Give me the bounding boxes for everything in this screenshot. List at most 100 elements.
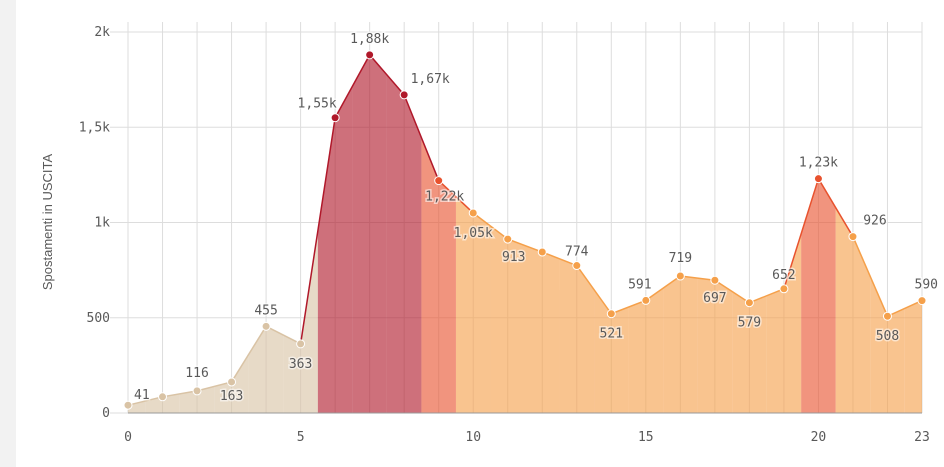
area-slice — [663, 276, 698, 413]
series-line-segment — [369, 54, 405, 96]
area-slice — [128, 400, 146, 413]
data-point — [399, 90, 409, 100]
area-slice — [628, 288, 664, 413]
series-line-segment — [438, 180, 474, 214]
data-point — [434, 176, 444, 186]
data-label: 590 — [915, 278, 938, 293]
data-label: 1,05k — [454, 226, 493, 241]
data-label: 926 — [863, 214, 886, 229]
y-tick-label: 500 — [87, 311, 110, 326]
x-tick-label: 20 — [811, 430, 827, 445]
data-point — [296, 339, 306, 349]
data-label: 1,23k — [799, 156, 838, 171]
area-slice — [594, 289, 629, 413]
data-label: 41 — [134, 388, 150, 403]
area-slice — [490, 226, 525, 413]
area-slice — [317, 86, 353, 413]
area-slice — [455, 196, 491, 413]
data-point — [917, 296, 927, 306]
area-slice — [697, 278, 733, 413]
series-line-segment — [403, 94, 440, 181]
data-point — [365, 50, 375, 60]
area-slice — [421, 137, 456, 414]
series-line-segment — [645, 275, 681, 302]
area-slice — [145, 393, 180, 413]
data-point — [537, 247, 547, 257]
data-point — [227, 377, 237, 387]
data-point — [192, 386, 202, 396]
data-point — [813, 174, 823, 184]
series-line-segment — [783, 178, 820, 290]
series-line-segment — [334, 54, 371, 119]
series-line-segment — [127, 396, 163, 406]
data-point — [710, 275, 720, 285]
series-line-segment — [611, 299, 647, 315]
series-line-segment — [299, 117, 336, 344]
data-label: 521 — [600, 327, 623, 342]
area-slice — [352, 54, 387, 414]
data-point — [468, 208, 478, 218]
area-slice — [870, 276, 905, 413]
series-line-segment — [817, 178, 854, 237]
data-label: 363 — [289, 357, 312, 372]
x-tick-label: 0 — [124, 430, 132, 445]
data-label: 652 — [772, 268, 795, 283]
series-line-segment — [887, 299, 923, 317]
data-label: 163 — [220, 389, 243, 404]
area-slice — [835, 207, 871, 413]
data-point — [606, 309, 616, 319]
y-axis-label: Spostamenti in USCITA — [40, 154, 55, 291]
data-point — [675, 271, 685, 281]
data-point — [882, 311, 892, 321]
x-tick-label: 23 — [914, 430, 930, 445]
y-tick-label: 1k — [94, 216, 110, 231]
area-slice — [283, 230, 318, 413]
data-point — [779, 284, 789, 294]
data-label: 508 — [876, 329, 899, 344]
left-panel-strip — [0, 0, 16, 467]
area-slice — [386, 74, 422, 414]
area-slice — [732, 291, 767, 413]
data-label: 1,22k — [425, 190, 464, 205]
series-line-segment — [576, 265, 612, 315]
series-line-segment — [265, 325, 301, 345]
data-label: 1,88k — [350, 32, 389, 47]
data-label: 697 — [703, 291, 726, 306]
data-point — [330, 113, 340, 123]
series-line-segment — [196, 381, 232, 392]
y-tick-label: 2k — [94, 25, 110, 40]
data-point — [641, 295, 651, 305]
x-tick-label: 10 — [465, 430, 481, 445]
area-slice — [248, 326, 284, 413]
series-line-segment — [541, 251, 578, 267]
data-label: 116 — [185, 366, 208, 381]
series-line-segment — [162, 390, 198, 398]
data-label: 579 — [738, 316, 761, 331]
series-line-segment — [852, 236, 889, 317]
data-point — [848, 232, 858, 242]
y-tick-label: 1,5k — [79, 120, 110, 135]
series-line-segment — [749, 288, 785, 304]
data-label: 774 — [565, 245, 589, 260]
area-slice — [559, 258, 595, 413]
data-point — [261, 321, 271, 331]
data-label: 1,55k — [298, 97, 337, 112]
x-tick-label: 5 — [297, 430, 305, 445]
x-tick-label: 15 — [638, 430, 654, 445]
y-tick-label: 0 — [102, 406, 110, 421]
area-slice — [766, 233, 802, 413]
area-slice — [801, 178, 836, 413]
data-label: 591 — [628, 277, 651, 292]
data-point — [123, 400, 133, 410]
data-point — [158, 392, 168, 402]
series-line-segment — [230, 325, 267, 383]
area-slice — [904, 300, 922, 413]
series-line-segment — [680, 275, 715, 281]
data-point — [572, 261, 582, 271]
data-point — [744, 298, 754, 308]
series-line-segment — [714, 279, 750, 304]
area-slice — [525, 245, 560, 413]
data-point — [503, 234, 513, 244]
